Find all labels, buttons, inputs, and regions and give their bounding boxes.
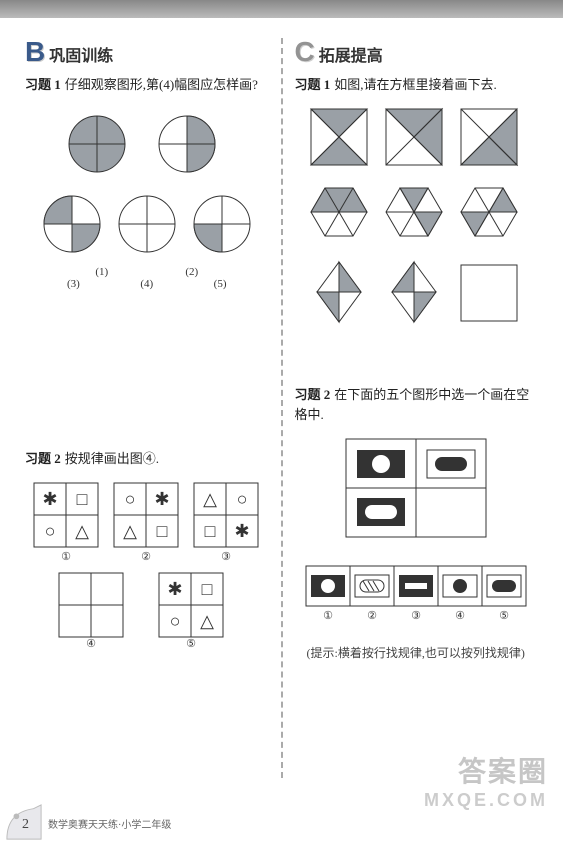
svg-text:○: ○ <box>125 489 136 509</box>
b-p2-label: 习题 2 <box>25 451 61 466</box>
svg-text:⑤: ⑤ <box>499 610 509 622</box>
svg-text:○: ○ <box>45 521 56 541</box>
svg-text:○: ○ <box>237 489 248 509</box>
section-c-letter: C <box>295 38 315 66</box>
b-p1: 习题 1 仔细观察图形,第(4)幅图应怎样画? <box>25 74 269 94</box>
c-p1: 习题 1 如图,请在方框里接着画下去. <box>295 74 539 94</box>
section-c-title: 拓展提高 <box>319 42 383 66</box>
svg-text:□: □ <box>202 579 213 599</box>
section-c-header: C 拓展提高 <box>295 38 539 66</box>
c-p1-figure <box>295 104 539 334</box>
cap: (5) <box>214 278 227 290</box>
top-bar <box>0 0 563 18</box>
b-p1-text: 仔细观察图形,第(4)幅图应怎样画? <box>65 77 258 92</box>
c-p2-text: 在下面的五个图形中选一个画在空格中. <box>295 387 530 422</box>
svg-text:②: ② <box>367 610 377 622</box>
svg-text:✱: ✱ <box>43 489 58 509</box>
svg-text:④: ④ <box>86 638 96 648</box>
b-p1-captions-r1: (1) (2) <box>57 266 237 278</box>
cap: (1) <box>95 266 108 278</box>
svg-text:△: △ <box>75 521 89 541</box>
b-p2: 习题 2 按规律画出图④. <box>25 448 269 468</box>
svg-text:△: △ <box>123 521 137 541</box>
c-p2-figure <box>295 434 539 544</box>
svg-text:②: ② <box>141 551 151 563</box>
footer-book-title: 数学奥赛天天练·小学二年级 <box>48 816 171 831</box>
watermark: 答案圈 MXQE.COM <box>424 750 548 811</box>
column-divider <box>281 38 283 778</box>
svg-text:✱: ✱ <box>168 579 183 599</box>
right-column: C 拓展提高 习题 1 如图,请在方框里接着画下去. <box>295 38 539 778</box>
cap: (3) <box>67 278 80 290</box>
watermark-line2: MXQE.COM <box>424 790 548 811</box>
svg-text:⑤: ⑤ <box>186 638 196 648</box>
c-p1-label: 习题 1 <box>295 77 331 92</box>
svg-text:①: ① <box>61 551 71 563</box>
svg-text:△: △ <box>203 489 217 509</box>
page-number: 2 <box>22 817 29 833</box>
svg-text:③: ③ <box>411 610 421 622</box>
svg-text:□: □ <box>77 489 88 509</box>
svg-text:□: □ <box>157 521 168 541</box>
section-b-title: 巩固训练 <box>49 42 113 66</box>
b-p2-figure: ✱ □ ○ △ ○ ✱ △ □ △ ○ □ ✱ ✱ □ ○ △ ① ② ③ <box>25 478 269 648</box>
b-p1-captions-r2: (3) (4) (5) <box>37 278 257 290</box>
c-p1-text: 如图,请在方框里接着画下去. <box>334 77 497 92</box>
svg-text:④: ④ <box>455 610 465 622</box>
c-p2-options: ① ② ③ ④ ⑤ <box>295 564 539 624</box>
svg-text:✱: ✱ <box>235 521 250 541</box>
svg-text:□: □ <box>205 521 216 541</box>
c-p2-label: 习题 2 <box>295 387 331 402</box>
b-p1-label: 习题 1 <box>25 77 61 92</box>
c-p2: 习题 2 在下面的五个图形中选一个画在空格中. <box>295 384 539 424</box>
svg-text:①: ① <box>323 610 333 622</box>
page-content: B 巩固训练 习题 1 仔细观察图形,第(4)幅图应怎样画? <box>0 18 563 851</box>
watermark-line1: 答案圈 <box>424 750 548 790</box>
svg-text:③: ③ <box>221 551 231 563</box>
cap: (2) <box>185 266 198 278</box>
section-b-letter: B <box>25 38 45 66</box>
svg-text:△: △ <box>200 611 214 631</box>
b-p1-figure: (1) (2) (3) (4) (5) <box>25 104 269 348</box>
c-p2-hint: (提示:横着按行找规律,也可以按列找规律) <box>295 644 539 661</box>
left-column: B 巩固训练 习题 1 仔细观察图形,第(4)幅图应怎样画? <box>25 38 269 778</box>
svg-text:○: ○ <box>170 611 181 631</box>
cap: (4) <box>140 278 153 290</box>
b-p2-text: 按规律画出图④. <box>65 451 159 466</box>
svg-text:✱: ✱ <box>155 489 170 509</box>
section-b-header: B 巩固训练 <box>25 38 269 66</box>
